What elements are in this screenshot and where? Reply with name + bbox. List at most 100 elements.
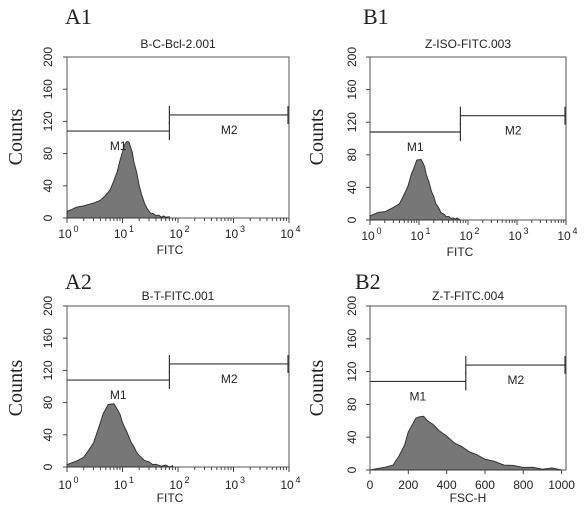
x-tick-label: 10 <box>459 229 473 243</box>
x-axis-label: FITC <box>157 491 184 505</box>
x-tick-exponent: 1 <box>129 475 134 485</box>
y-tick-label: 0 <box>345 216 359 223</box>
x-tick-exponent: 3 <box>523 226 528 236</box>
y-tick-label: 40 <box>41 179 55 193</box>
y-tick-label: 0 <box>345 466 359 473</box>
x-tick-label: 10 <box>169 227 183 241</box>
y-tick-label: 160 <box>41 79 55 99</box>
gate-label: M2 <box>221 372 238 386</box>
x-tick-label: 10 <box>225 478 239 492</box>
panel-label: B1 <box>363 4 389 29</box>
x-tick-exponent: 2 <box>184 224 189 234</box>
y-tick-label: 40 <box>41 428 55 442</box>
x-tick-exponent: 3 <box>240 475 245 485</box>
x-tick-exponent: 2 <box>474 226 479 236</box>
gate-label: M1 <box>410 389 427 403</box>
gate-m2: M2 <box>465 356 566 387</box>
chart-panel-a2: A2M1M2B-T-FITC.00104080120160200Counts10… <box>5 269 301 505</box>
y-tick-label: 80 <box>345 148 359 162</box>
y-axis-label: Counts <box>5 359 27 416</box>
x-tick-label: 1000 <box>548 478 575 492</box>
gate-label: M1 <box>407 140 424 154</box>
histogram-area <box>369 158 463 221</box>
y-axis-label: Counts <box>5 108 27 165</box>
x-tick-label: 10 <box>58 478 72 492</box>
x-tick-exponent: 2 <box>184 475 189 485</box>
x-tick-label: 10 <box>114 478 128 492</box>
y-axis-label: Counts <box>306 108 328 165</box>
x-tick-label: 400 <box>437 478 457 492</box>
gate-label: M2 <box>508 373 525 387</box>
x-axis-label: FITC <box>447 245 474 259</box>
x-tick-label: 10 <box>58 227 72 241</box>
y-tick-label: 80 <box>41 396 55 410</box>
chart-panel-b1: B1M1M2Z-ISO-FITC.00304080120160200Counts… <box>306 4 578 259</box>
x-tick-label: 10 <box>225 227 239 241</box>
x-tick-label: 800 <box>513 478 533 492</box>
gate-m1: M1 <box>67 371 171 402</box>
x-tick-label: 10 <box>557 229 571 243</box>
gate-label: M2 <box>221 123 238 137</box>
chart-title: Z-ISO-FITC.003 <box>425 37 511 51</box>
histogram-area <box>66 140 170 219</box>
panel-label: A1 <box>65 4 92 29</box>
x-tick-label: 10 <box>169 478 183 492</box>
x-axis-label: FITC <box>157 243 184 257</box>
plot-frame <box>369 56 567 221</box>
chart-panel-a1: A1 M1 M2 B-C-Bcl-2.001 0 40 80 120 160 200 Counts 1… <box>5 4 301 257</box>
gate-m1: M1 <box>370 372 467 403</box>
y-tick-label: 40 <box>345 430 359 444</box>
gate-m2: M2 <box>459 106 566 138</box>
x-tick-label: 200 <box>398 478 418 492</box>
x-tick-exponent: 1 <box>129 224 134 234</box>
y-axis-label: Counts <box>306 359 328 416</box>
panel-label: A2 <box>65 269 92 294</box>
panel-label: B2 <box>355 269 381 294</box>
y-tick-label: 120 <box>41 111 55 131</box>
chart-title: Z-T-FITC.004 <box>432 289 504 303</box>
x-tick-exponent: 0 <box>376 226 381 236</box>
y-tick-label: 120 <box>345 112 359 132</box>
y-tick-label: 160 <box>345 328 359 348</box>
x-tick-label: 10 <box>361 229 375 243</box>
y-tick-label: 80 <box>345 397 359 411</box>
x-tick-label: 10 <box>280 478 294 492</box>
y-tick-label: 160 <box>345 79 359 99</box>
plot-frame <box>66 56 290 219</box>
plot-frame <box>369 305 567 471</box>
x-tick-exponent: 4 <box>295 475 300 485</box>
x-tick-exponent: 4 <box>572 226 577 236</box>
x-tick-exponent: 4 <box>295 224 300 234</box>
y-tick-label: 80 <box>41 147 55 161</box>
y-tick-label: 200 <box>41 296 55 316</box>
y-tick-label: 0 <box>41 463 55 470</box>
y-tick-label: 120 <box>345 361 359 381</box>
y-tick-label: 200 <box>345 47 359 67</box>
x-tick-exponent: 1 <box>425 226 430 236</box>
x-tick-label: 10 <box>508 229 522 243</box>
chart-title: B-T-FITC.001 <box>142 289 215 303</box>
chart-title: B-C-Bcl-2.001 <box>140 37 216 51</box>
gate-label: M2 <box>505 124 522 138</box>
gate-label: M1 <box>110 139 127 153</box>
gate-label: M1 <box>110 388 127 402</box>
x-tick-exponent: 0 <box>73 224 78 234</box>
y-tick-label: 40 <box>345 180 359 194</box>
x-tick-label: 0 <box>367 478 374 492</box>
x-axis-label: FSC-H <box>450 491 487 505</box>
x-tick-label: 600 <box>475 478 495 492</box>
x-tick-exponent: 3 <box>240 224 245 234</box>
histogram-area <box>369 415 562 471</box>
gate-m2: M2 <box>168 354 289 386</box>
x-tick-label: 10 <box>280 227 294 241</box>
x-tick-label: 10 <box>114 227 128 241</box>
chart-panel-b2: B2 M1 M2 Z-T-FITC.004 0 40 80 120 160 200 Counts 0 2… <box>306 269 575 505</box>
gate-m2: M2 <box>168 105 289 137</box>
y-tick-label: 120 <box>41 360 55 380</box>
gate-m1: M1 <box>67 122 171 153</box>
y-tick-label: 200 <box>41 47 55 67</box>
x-tick-exponent: 0 <box>73 475 78 485</box>
histogram-area <box>66 403 174 468</box>
y-tick-label: 160 <box>41 328 55 348</box>
